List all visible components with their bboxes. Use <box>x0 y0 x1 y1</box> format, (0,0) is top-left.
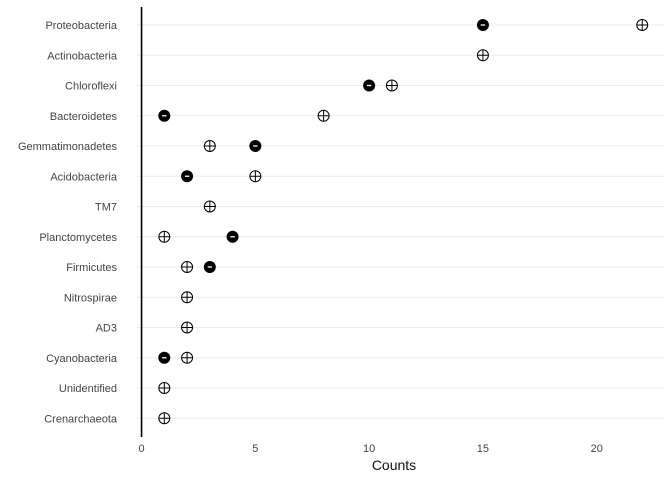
minus-point <box>249 140 262 152</box>
minus-point <box>181 170 194 183</box>
minus-point <box>158 351 171 364</box>
x-tick-label: 20 <box>591 443 603 455</box>
plus-point <box>181 351 194 364</box>
category-label: Crenarchaeota <box>44 413 118 425</box>
minus-point <box>363 79 376 92</box>
category-label: Chloroflexi <box>65 81 117 93</box>
plus-point <box>203 200 216 213</box>
minus-point <box>203 261 216 273</box>
minus-point <box>158 109 171 122</box>
plus-point <box>181 261 194 273</box>
plus-point <box>158 230 171 243</box>
category-label: Acidobacteria <box>50 171 118 183</box>
plus-point <box>476 49 489 62</box>
minus-point <box>226 230 239 243</box>
x-axis-title: Counts <box>372 457 416 473</box>
plus-point <box>181 291 194 304</box>
category-label: AD3 <box>96 323 117 335</box>
category-label: Cyanobacteria <box>46 353 118 365</box>
category-label: Bacteroidetes <box>50 111 118 123</box>
plus-point <box>636 19 649 31</box>
x-tick-labels: 0 5 10 15 20 <box>138 443 602 455</box>
category-label: Nitrospirae <box>64 292 117 304</box>
category-label: Planctomycetes <box>39 232 117 244</box>
plus-point <box>317 109 330 122</box>
category-labels: Proteobacteria Actinobacteria Chloroflexi B… <box>18 20 118 425</box>
x-tick-label: 0 <box>138 443 144 455</box>
category-label: Firmicutes <box>66 262 117 274</box>
x-tick-label: 10 <box>363 443 375 455</box>
plus-point <box>181 321 194 334</box>
x-tick-label: 15 <box>477 443 489 455</box>
data-points <box>158 19 649 425</box>
category-label: TM7 <box>95 202 117 214</box>
plus-point <box>158 382 171 394</box>
category-label: Gemmatimonadetes <box>18 141 118 153</box>
category-label: Actinobacteria <box>47 50 118 62</box>
plus-point <box>203 140 216 152</box>
plus-point <box>249 170 262 183</box>
x-tick-label: 5 <box>252 443 258 455</box>
category-label: Proteobacteria <box>45 20 117 32</box>
plus-point <box>385 79 398 92</box>
minus-point <box>476 19 489 31</box>
plus-point <box>158 412 171 425</box>
category-label: Unidentified <box>59 383 117 395</box>
gridlines <box>137 24 665 419</box>
